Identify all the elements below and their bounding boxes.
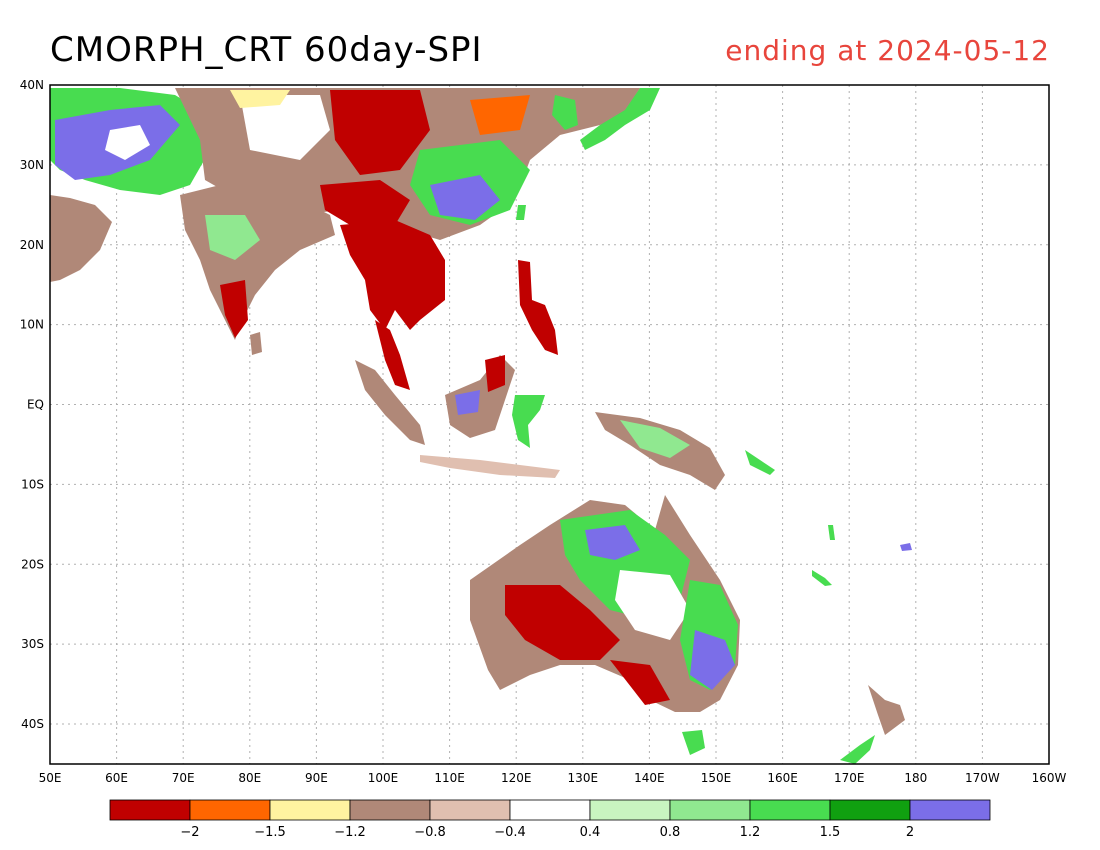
tibet-yellow [230,90,290,108]
australia-interior-white [615,570,690,640]
philippines [518,260,558,355]
longitude-tick-labels: 50E 60E 70E 80E 90E 100E 110E 120E 130E 140E 150E 1… [39,771,1067,785]
colorbar-label: 0.4 [580,825,601,840]
borneo-wet [455,390,480,415]
southwest-china-dry [320,180,410,225]
lon-tick-label: 130E [568,771,599,785]
colorbar-label: 1.2 [740,825,761,840]
new-guinea-green [620,420,690,458]
india-land [180,185,335,340]
australia-west-dry [505,585,620,660]
plot-frame [49,84,1050,765]
lon-tick-label: 180 [904,771,927,785]
lon-tick-label: 160E [767,771,798,785]
lon-tick-label: 170W [965,771,1000,785]
lat-tick-label: 30N [20,158,44,172]
china-east-wet [430,175,500,220]
colorbar-swatch [429,799,511,821]
colorbar-swatch [349,799,431,821]
lat-tick-label: EQ [27,398,44,412]
indochina-land [340,220,445,330]
map-date-subtitle: ending at 2024-05-12 [725,34,1050,67]
japan-land [580,88,660,150]
lon-tick-label: 160W [1032,771,1067,785]
colorbar-swatch [749,799,831,821]
lon-tick-label: 150E [701,771,732,785]
sulawesi [512,395,545,448]
tasmania [682,730,705,755]
india-green [205,215,260,260]
australia-southeast-wet [690,630,735,690]
lon-tick-label: 140E [634,771,665,785]
lon-tick-label: 60E [105,771,128,785]
lon-tick-label: 70E [172,771,195,785]
colorbar-label: 0.8 [660,825,681,840]
lat-tick-label: 10S [21,477,44,491]
north-china-orange [470,95,530,135]
colorbar-swatch [189,799,271,821]
new-zealand-south [840,735,875,764]
lat-tick-label: 20N [20,238,44,252]
colorbar-label: −2 [180,825,199,840]
australia-south-dry [610,660,670,705]
sri-lanka [250,332,262,355]
lon-tick-label: 170E [834,771,865,785]
taiwan [516,205,526,220]
colorbar-label: −1.5 [254,825,286,840]
lat-tick-label: 20S [21,557,44,571]
lat-tick-label: 30S [21,637,44,651]
lat-tick-label: 40N [20,78,44,92]
lon-tick-label: 80E [238,771,261,785]
land-areas [50,88,912,764]
lat-tick-label: 40S [21,717,44,731]
korea-land [552,95,578,130]
lon-tick-label: 50E [39,771,62,785]
central-asia-dry [330,90,430,175]
sumatra [355,360,425,445]
india-southwest-dry [220,280,248,338]
arabia-land [50,195,112,282]
colorbar-swatch [669,799,751,821]
map-title: CMORPH_CRT 60day-SPI [50,30,483,70]
new-caledonia [812,570,832,586]
colorbar-swatch [909,799,991,821]
colorbar: −2 −1.5 −1.2 −0.8 −0.4 0.4 0.8 1.2 1.5 2 [109,799,991,840]
tibet-white [240,95,330,160]
colorbar-label: −0.4 [494,825,526,840]
colorbar-swatch [269,799,351,821]
colorbar-label: 1.5 [820,825,841,840]
colorbar-label: −0.8 [414,825,446,840]
vanuatu [828,525,835,540]
fiji [900,543,912,551]
colorbar-label: 2 [906,825,914,840]
lon-tick-label: 110E [434,771,465,785]
borneo-dry [485,355,505,392]
lon-tick-label: 120E [501,771,532,785]
java-islands [420,455,560,478]
malay-peninsula [375,320,410,390]
solomon-islands [745,450,775,475]
colorbar-swatch [589,799,671,821]
lat-tick-label: 10N [20,318,44,332]
iran-white-patch [105,125,150,160]
australia-north-wet [585,525,640,560]
colorbar-swatch [829,799,911,821]
latitude-tick-labels: 40N 30N 20N 10N EQ 10S 20S 30S 40S [20,78,44,731]
lon-tick-label: 90E [305,771,328,785]
colorbar-label: −1.2 [334,825,366,840]
new-zealand-north [868,685,905,735]
colorbar-swatch [109,799,191,821]
lon-tick-label: 100E [368,771,399,785]
colorbar-swatch [509,799,591,821]
